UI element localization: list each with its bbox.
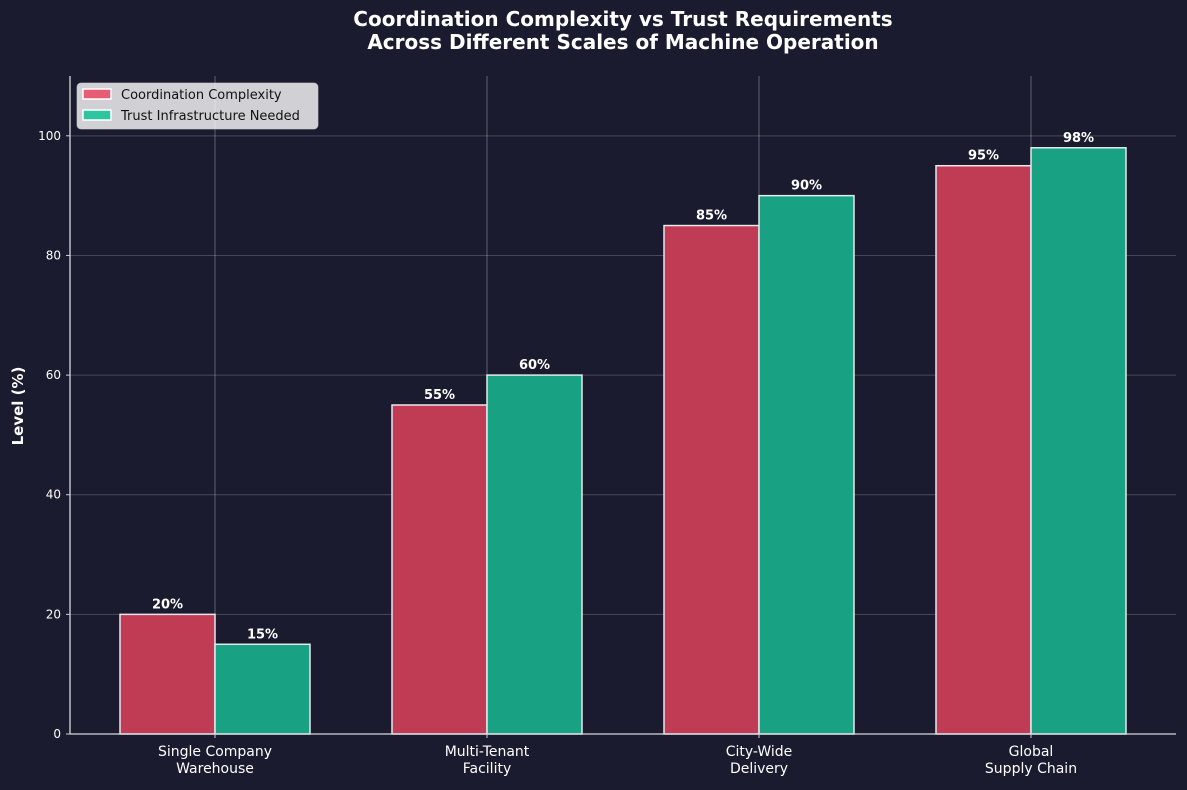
x-tick-label: Facility — [463, 761, 512, 777]
x-tick-label: Single Company — [158, 744, 272, 760]
legend-label: Trust Infrastructure Needed — [120, 109, 300, 124]
chart-title-line-2: Across Different Scales of Machine Opera… — [367, 30, 878, 54]
bars — [119, 147, 1127, 735]
legend-swatch — [82, 109, 112, 121]
bar-coordination — [391, 404, 488, 735]
x-tick-label: City-Wide — [726, 744, 793, 760]
bar-value-label: 90% — [791, 179, 822, 194]
bar-coordination — [935, 164, 1032, 735]
bar-trust — [486, 374, 583, 735]
y-tick-label: 40 — [46, 488, 61, 502]
y-tick-label: 80 — [46, 248, 61, 262]
y-tick-label: 0 — [53, 727, 61, 741]
legend-swatch — [82, 88, 112, 100]
legend: Coordination Complexity Trust Infrastruct… — [76, 82, 319, 130]
bar-trust — [758, 194, 855, 735]
bar-trust — [1030, 147, 1127, 735]
bar-coordination — [119, 613, 216, 735]
value-labels: 20% 55% 85% 95% 15% 60% 90% 98% — [152, 131, 1094, 642]
x-tick-label: Warehouse — [176, 761, 254, 777]
bar-value-label: 98% — [1063, 131, 1094, 146]
bar-value-label: 85% — [696, 209, 727, 224]
bar-coordination — [663, 224, 760, 735]
x-tick-label: Supply Chain — [985, 761, 1077, 777]
y-tick-label: 20 — [46, 607, 61, 621]
x-tick-label: Delivery — [730, 761, 788, 777]
bar-value-label: 20% — [152, 597, 183, 612]
chart-title-line-1: Coordination Complexity vs Trust Require… — [353, 7, 892, 31]
bar-value-label: 60% — [519, 358, 550, 373]
bar-value-label: 95% — [968, 149, 999, 164]
bar-value-label: 55% — [424, 388, 455, 403]
bar-trust — [214, 643, 311, 735]
legend-box — [76, 82, 319, 130]
x-tick-label: Global — [1009, 744, 1054, 760]
legend-label: Coordination Complexity — [121, 88, 282, 103]
bar-value-label: 15% — [247, 627, 278, 642]
y-axis-label: Level (%) — [9, 367, 27, 446]
y-tick-label: 100 — [38, 129, 61, 143]
y-tick-label: 60 — [46, 368, 61, 382]
x-tick-label: Multi-Tenant — [445, 744, 530, 760]
